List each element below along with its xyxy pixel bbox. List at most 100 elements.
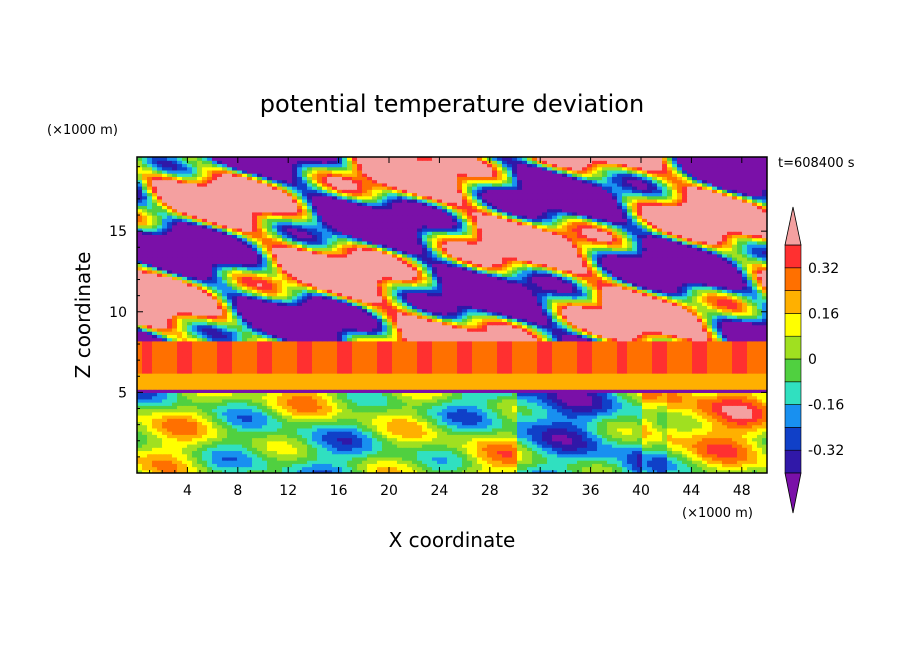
heatmap-cell	[377, 437, 383, 442]
heatmap-cell	[217, 453, 223, 458]
heatmap-cell	[187, 450, 193, 455]
heatmap-cell	[687, 437, 693, 442]
heatmap-cell	[382, 431, 388, 435]
heatmap-cell	[357, 453, 363, 458]
heatmap-cell	[572, 443, 578, 448]
heatmap-cell	[432, 440, 438, 445]
heatmap-cell	[152, 456, 158, 461]
heatmap-cell	[562, 463, 568, 468]
heatmap-cell	[552, 460, 558, 464]
heatmap-cell	[362, 453, 368, 458]
heatmap-cell	[272, 437, 278, 442]
heatmap-cell	[172, 443, 178, 448]
heatmap-cell	[252, 456, 258, 461]
heatmap-cell	[152, 427, 158, 432]
heatmap-cell	[422, 447, 428, 452]
heatmap-cell	[347, 437, 353, 442]
heatmap-cell	[137, 427, 143, 432]
heatmap-cell	[147, 460, 153, 464]
heatmap-cell	[707, 469, 713, 473]
heatmap-cell	[582, 469, 588, 473]
heatmap-cell	[687, 431, 693, 435]
heatmap-cell	[692, 447, 698, 452]
heatmap-cell	[182, 431, 188, 435]
heatmap-cell	[667, 466, 673, 471]
heatmap-cell	[737, 437, 743, 442]
heatmap-cell	[282, 460, 288, 464]
heatmap-cell	[242, 424, 248, 429]
heatmap-cell	[442, 469, 448, 473]
heatmap-cell	[712, 427, 718, 432]
heatmap-cell	[447, 434, 453, 439]
heatmap-cell	[307, 469, 313, 473]
heatmap-cell	[197, 466, 203, 471]
heatmap-cell	[392, 463, 398, 468]
heatmap-cell	[712, 456, 718, 461]
heatmap-cell	[567, 437, 573, 442]
heatmap-cell	[517, 469, 523, 473]
heatmap-cell	[542, 456, 548, 461]
heatmap-cell	[447, 453, 453, 458]
heatmap-cell	[222, 443, 228, 448]
heatmap-cell	[677, 434, 683, 439]
heatmap-cell	[452, 431, 458, 435]
heatmap-cell	[467, 469, 473, 473]
heatmap-cell	[662, 447, 668, 452]
heatmap-cell	[242, 440, 248, 445]
heatmap-cell	[462, 466, 468, 471]
heatmap-cell	[537, 450, 543, 455]
heatmap-cell	[272, 466, 278, 471]
heatmap-cell	[497, 456, 503, 461]
heatmap-cell	[272, 447, 278, 452]
heatmap-cell	[182, 450, 188, 455]
heatmap-cell	[242, 469, 248, 473]
heatmap-cell	[427, 450, 433, 455]
heatmap-cell	[557, 453, 563, 458]
heatmap-cell	[192, 443, 198, 448]
heatmap-cell	[142, 453, 148, 458]
heatmap-cell	[227, 450, 233, 455]
heatmap-cell	[327, 431, 333, 435]
heatmap-cell	[382, 443, 388, 448]
heatmap-cell	[547, 453, 553, 458]
heatmap-cell	[437, 440, 443, 445]
heatmap-cell	[382, 466, 388, 471]
heatmap-cell	[627, 450, 633, 455]
heatmap-cell	[667, 450, 673, 455]
heatmap-cell	[447, 443, 453, 448]
heatmap-cell	[217, 456, 223, 461]
heatmap-cell	[662, 463, 668, 468]
heatmap-cell	[482, 466, 488, 471]
heatmap-cell	[527, 460, 533, 464]
heatmap-cell	[387, 424, 393, 429]
heatmap-cell	[557, 443, 563, 448]
heatmap-cell	[452, 427, 458, 432]
heatmap-cell	[662, 466, 668, 471]
heatmap-cell	[222, 450, 228, 455]
heatmap-cell	[412, 453, 418, 458]
heatmap-cell	[622, 463, 628, 468]
heatmap-cell	[697, 447, 703, 452]
heatmap-cell	[262, 450, 268, 455]
heatmap-cell	[602, 447, 608, 452]
heatmap-cell	[337, 437, 343, 442]
heatmap-cell	[202, 440, 208, 445]
heatmap-cell	[342, 463, 348, 468]
heatmap-cell	[762, 450, 767, 455]
heatmap-cell	[372, 469, 378, 473]
heatmap-cell	[407, 460, 413, 464]
heatmap-cell	[747, 466, 753, 471]
heatmap-cell	[187, 456, 193, 461]
heatmap-cell	[177, 469, 183, 473]
heatmap-cell	[657, 450, 663, 455]
heatmap-cell	[357, 443, 363, 448]
heatmap-cell	[577, 456, 583, 461]
heatmap-cell	[182, 469, 188, 473]
heatmap-cell	[522, 434, 528, 439]
heatmap-cell	[457, 447, 463, 452]
heatmap-cell	[482, 437, 488, 442]
heatmap-cell	[437, 463, 443, 468]
heatmap-cell	[212, 437, 218, 442]
heatmap-cell	[217, 450, 223, 455]
heatmap-cell	[567, 440, 573, 445]
